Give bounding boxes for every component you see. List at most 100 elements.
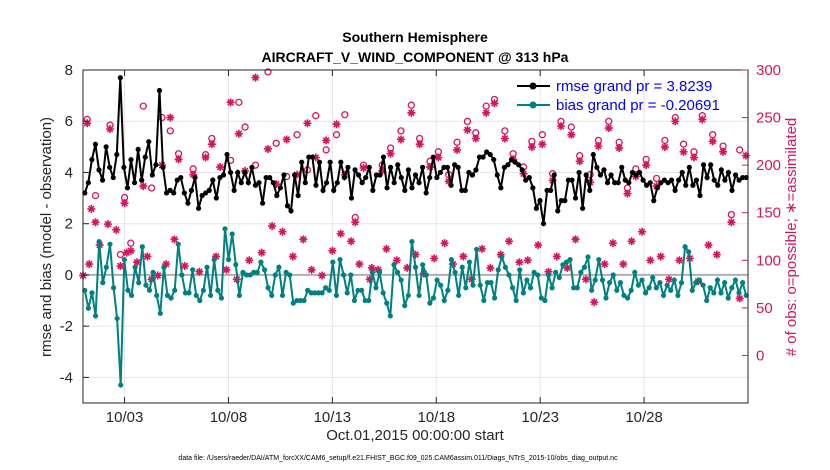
rmse-point <box>679 169 685 176</box>
rmse-point <box>732 172 739 178</box>
obs-possible-point <box>341 111 349 119</box>
obs-assimilated-point <box>207 140 216 149</box>
bias-point <box>430 295 437 301</box>
obs-assimilated-point <box>581 275 590 284</box>
obs-assimilated-point <box>556 122 565 131</box>
bias-point <box>233 262 239 268</box>
rmse-point <box>92 141 99 147</box>
obs-assimilated-point <box>708 137 717 146</box>
obs-assimilated-point <box>675 256 684 265</box>
rmse-point <box>146 139 152 145</box>
x-tick-label: 10/23 <box>521 409 559 426</box>
bias-point <box>456 292 462 299</box>
rmse-point <box>565 177 572 183</box>
bias-point <box>412 264 419 270</box>
obs-assimilated-point <box>106 124 115 133</box>
rmse-point <box>331 187 337 193</box>
obs-possible-point <box>652 174 661 183</box>
bias-point <box>531 269 537 275</box>
obs-assimilated-point <box>122 248 131 257</box>
rmse-point <box>206 187 212 193</box>
obs-assimilated-point <box>727 218 736 227</box>
bias-point <box>258 259 264 265</box>
rmse-point <box>103 144 109 150</box>
rmse-point <box>676 177 682 183</box>
rmse-point <box>576 169 582 176</box>
x-tick-label: 10/03 <box>106 409 144 426</box>
rmse-point <box>569 177 575 183</box>
bias-point <box>348 272 354 278</box>
bias-point <box>538 295 544 301</box>
bias-point <box>535 272 541 278</box>
legend-rmse-marker <box>529 82 537 90</box>
bias-point <box>578 269 584 275</box>
obs-possible-point <box>727 210 736 219</box>
bias-point <box>308 290 314 296</box>
bias-point <box>517 267 523 273</box>
obs-assimilated-point <box>355 260 364 269</box>
rmse-point <box>700 162 707 168</box>
bias-point <box>581 264 588 270</box>
bias-point <box>650 274 656 281</box>
rmse-point <box>99 177 106 183</box>
obs-assimilated-point <box>201 153 210 162</box>
bias-point <box>596 256 602 263</box>
bias-point <box>409 239 415 245</box>
bias-point <box>560 262 566 268</box>
bias-point <box>459 264 465 270</box>
bias-point <box>448 256 455 263</box>
rmse-point <box>686 164 692 170</box>
rmse-point <box>715 182 721 188</box>
bias-point <box>128 292 135 299</box>
rmse-point <box>291 172 298 178</box>
obs-assimilated-point <box>459 252 468 261</box>
rmse-point <box>295 192 301 199</box>
obs-possible-point <box>501 127 509 135</box>
rmse-point <box>377 172 383 178</box>
bias-point <box>164 292 171 299</box>
y2-tick-label: 250 <box>756 110 781 127</box>
bias-point <box>441 297 447 304</box>
obs-assimilated-point <box>303 119 312 128</box>
obs-assimilated-point <box>278 227 287 236</box>
bias-point <box>297 297 304 304</box>
bias-point <box>125 287 131 293</box>
bias-point <box>391 262 397 268</box>
bias-point <box>603 295 609 301</box>
bias-point <box>675 292 681 299</box>
obs-assimilated-point <box>527 143 536 152</box>
bias-point <box>143 282 149 288</box>
bias-point <box>682 244 688 250</box>
obs-assimilated-point <box>226 98 235 107</box>
bias-point <box>711 290 717 296</box>
rmse-point <box>612 180 618 186</box>
rmse-point <box>690 182 696 188</box>
obs-assimilated-point <box>735 294 744 303</box>
bias-point <box>265 285 271 291</box>
bias-point <box>330 259 336 265</box>
obs-assimilated-point <box>112 225 121 234</box>
obs-assimilated-point <box>642 161 651 170</box>
obs-assimilated-point <box>656 252 665 261</box>
rmse-point <box>348 195 355 201</box>
obs-assimilated-point <box>374 265 383 274</box>
obs-assimilated-point <box>444 177 453 186</box>
bias-point <box>154 292 160 299</box>
rmse-point <box>540 221 547 227</box>
rmse-point <box>270 180 276 186</box>
rmse-point <box>363 174 369 181</box>
obs-assimilated-point <box>698 115 707 124</box>
legend-bias-marker <box>529 101 537 109</box>
grid <box>83 69 748 403</box>
bias-point <box>513 297 519 304</box>
rmse-point <box>313 182 319 188</box>
bias-point <box>740 280 746 286</box>
rmse-point <box>430 154 436 160</box>
bias-point <box>272 272 278 278</box>
bias-point <box>132 264 138 270</box>
bias-point <box>229 231 235 237</box>
bias-point <box>225 256 232 263</box>
obs-assimilated-point <box>500 134 509 143</box>
rmse-point <box>188 187 195 193</box>
y-axis-left: -4 -2 0 2 4 6 8 <box>60 62 89 386</box>
